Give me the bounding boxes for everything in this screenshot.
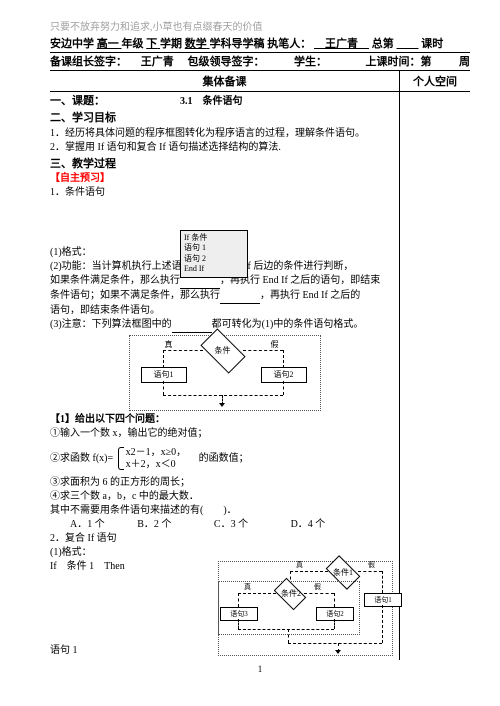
time-blank (434, 56, 456, 68)
paper-lbl: 学科导学稿 (210, 38, 265, 50)
leader-lbl: 备课组长签字： (50, 56, 127, 68)
term: 下 (146, 38, 160, 50)
code-l3: 语句 2 (184, 254, 244, 264)
ex-2: ②求函数 f(x)= x2－1，x≥0， x＋2，x＜0 的函数值； (50, 447, 395, 470)
time-lbl: 上课时间：第 (366, 56, 432, 68)
main-content: 一、课题： 3.1 条件语句 二、学习目标 1．经历将具体问题的程序框图转化为程… (50, 92, 400, 660)
func-3: 条件语句；如果不满足条件，那么执行 ，再执行 End If 之后的 (50, 289, 395, 304)
writer-lbl: 执笔人： (267, 38, 311, 50)
sec-3: 三、教学过程 (50, 157, 395, 172)
f1-yes: 真 (165, 339, 173, 350)
header-line-2: 备课组长签字： 王广青 包级领导签字： 学生： 上课时间：第 周 (50, 53, 470, 71)
item-1: 1．条件语句 (50, 186, 395, 200)
grade: 高一 (97, 38, 122, 50)
f2-box2: 语句2 (316, 607, 354, 621)
code-l4: End If (184, 264, 244, 274)
options: A．1 个 B．2 个 C．3 个 D．4 个 (50, 518, 395, 532)
lesson-title: 3.1 条件语句 (180, 96, 243, 107)
baoji-lbl: 包级领导签字： (188, 56, 265, 68)
ex-q: 其中不需要用条件语句来描述的有( )． (50, 504, 395, 518)
stu-blank (330, 56, 363, 68)
f1-box2: 语句2 (261, 367, 307, 383)
total-blank (397, 38, 419, 50)
f2-box3: 语句1 (364, 593, 402, 607)
goal-1: 1．经历将具体问题的程序框图转化为程序语言的过程，理解条件语句。 (50, 127, 395, 141)
grade-lbl: 年级 (122, 38, 144, 50)
format-2: (1)格式： (50, 546, 395, 560)
ex-4: ④求三个数 a，b，c 中的最大数． (50, 490, 395, 504)
f2-yes1: 真 (296, 561, 303, 571)
item-2: 2．复合 If 语句 (50, 532, 395, 546)
f2-yes2: 真 (244, 583, 251, 593)
col-right-head: 个人空间 (400, 71, 470, 91)
term-lbl: 学期 (160, 38, 182, 50)
opt-b: B．2 个 (137, 519, 171, 530)
motto: 只要不放弃努力和追求,小草也有点缀春天的价值 (50, 18, 470, 33)
school: 安边中学 (50, 38, 94, 50)
column-header: 集体备课 个人空间 (50, 71, 470, 92)
col-left-head: 集体备课 (50, 71, 400, 91)
flowchart-2: 条件1 真 假 条件2 真 假 语句3 语句2 语句1 (218, 561, 393, 656)
example-heading: 【1】给出以下四个问题： (50, 413, 395, 427)
f1-cond: 条件 (202, 345, 244, 356)
ex-1: ①输入一个数 x，输出它的绝对值； (50, 427, 395, 441)
page-number: 1 (50, 664, 470, 674)
code-box: If 条件 语句 1 语句 2 End If (180, 230, 248, 278)
period-lbl: 课时 (421, 38, 443, 50)
preview: 【自主预习】 (50, 172, 395, 186)
writer: 王广青 (314, 38, 369, 50)
subject: 数学 (185, 38, 210, 50)
side-space (400, 92, 470, 660)
code-l2: 语句 1 (184, 243, 244, 253)
code-l1: If 条件 (184, 233, 244, 243)
f2-no2: 假 (314, 583, 321, 593)
week-lbl: 周 (459, 56, 470, 68)
sec-1: 一、课题： (50, 95, 105, 107)
f1-box1: 语句1 (141, 367, 187, 383)
func-4: 语句，即结束条件语句。 (50, 304, 395, 318)
f1-no: 假 (271, 339, 279, 350)
stu-lbl: 学生： (294, 56, 327, 68)
f2-box1: 语句3 (220, 607, 258, 621)
goal-2: 2．掌握用 If 语句和复合 If 语句描述选择结构的算法. (50, 141, 395, 155)
opt-d: D．4 个 (291, 519, 326, 530)
opt-c: C．3 个 (214, 519, 248, 530)
sec-2: 二、学习目标 (50, 111, 395, 126)
total-lbl: 总第 (372, 38, 394, 50)
note: (3)注意：下列算法框图中的 都可转化为(1)中的条件语句格式。 (50, 318, 395, 333)
leader: 王广青 (130, 56, 185, 68)
f2-cond1: 条件1 (323, 567, 363, 578)
header-line-1: 安边中学 高一 年级 下 学期 数学 学科导学稿 执笔人： 王广青 总第 课时 (50, 35, 470, 53)
piece-bot: x＋2，x＜0 (126, 459, 176, 470)
f2-no1: 假 (368, 561, 375, 571)
flowchart-1: 条件 真 假 语句1 语句2 (103, 339, 343, 407)
piece-top: x2－1，x≥0， (126, 447, 187, 458)
opt-a: A．1 个 (70, 519, 105, 530)
ex-3: ③求面积为 6 的正方形的周长； (50, 476, 395, 490)
